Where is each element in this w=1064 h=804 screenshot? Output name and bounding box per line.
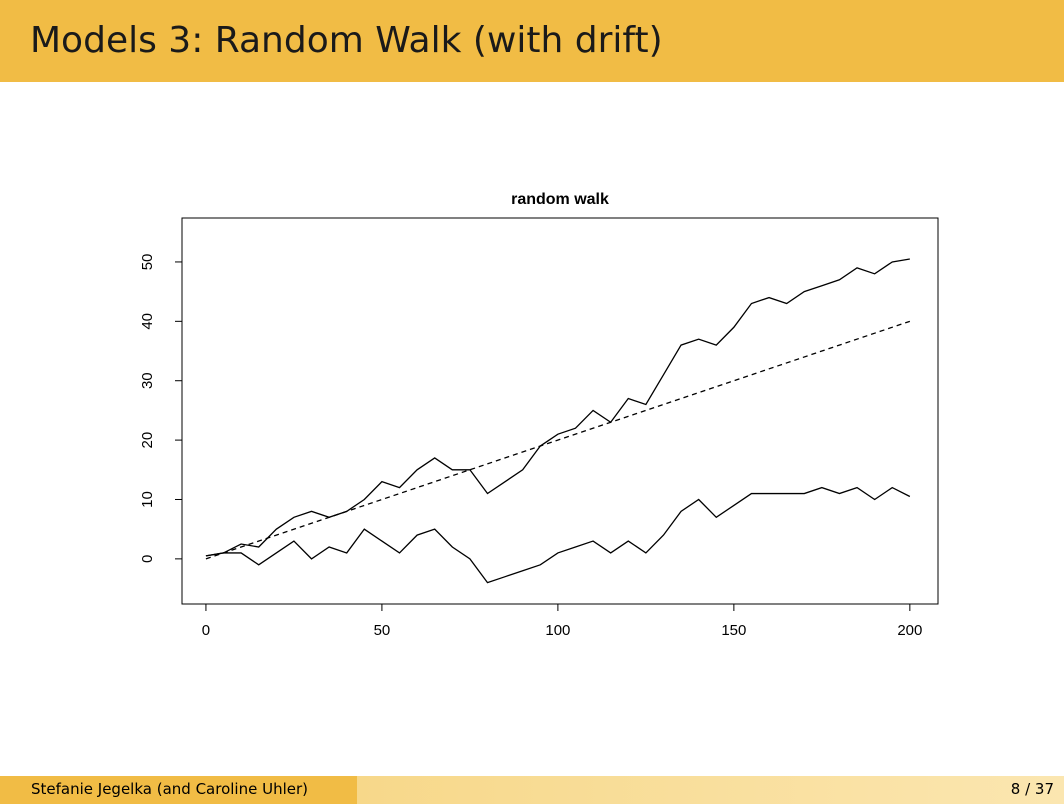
- series-line: [205, 320, 911, 560]
- y-tick-label: 10: [139, 491, 156, 508]
- y-tick-label: 50: [139, 254, 156, 271]
- footer: Stefanie Jegelka (and Caroline Uhler) 8 …: [0, 776, 1064, 804]
- x-tick-label: 200: [897, 622, 922, 639]
- y-tick-label: 30: [139, 372, 156, 389]
- header: Models 3: Random Walk (with drift): [0, 0, 1064, 82]
- x-tick-label: 100: [545, 622, 570, 639]
- y-tick-label: 20: [139, 432, 156, 449]
- chart-title: random walk: [511, 191, 609, 208]
- plot-box: [181, 217, 939, 605]
- chart: random walk 0 50 100 150 200 0 10 20 30 40 50: [139, 191, 939, 639]
- x-tick-label: 50: [374, 622, 391, 639]
- series-line: [205, 486, 911, 584]
- slide-title: Models 3: Random Walk (with drift): [30, 20, 663, 61]
- y-tick-label: 40: [139, 313, 156, 330]
- series-line: [205, 258, 910, 557]
- footer-author: Stefanie Jegelka (and Caroline Uhler): [31, 780, 308, 798]
- page-number: 8 / 37: [1010, 780, 1054, 798]
- x-tick-label: 0: [202, 622, 210, 639]
- y-tick-label: 0: [139, 555, 156, 563]
- x-tick-label: 150: [721, 622, 746, 639]
